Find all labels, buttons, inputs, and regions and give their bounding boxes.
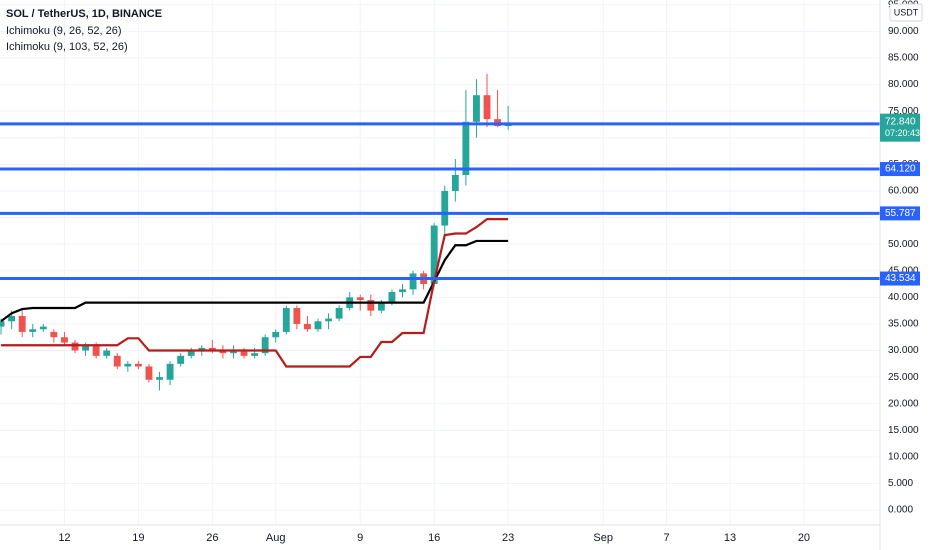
x-tick-label: 13 [724, 532, 736, 544]
indicator-line [0, 239, 509, 323]
y-tick-label: 60.000 [888, 186, 919, 197]
currency-box[interactable] [889, 3, 923, 22]
candle-body [208, 347, 216, 351]
candle-body [230, 351, 237, 354]
x-tick-label: 19 [132, 532, 144, 544]
y-tick-label: 20.000 [888, 398, 919, 409]
candle-body [430, 225, 438, 285]
y-tick-label: 45.000 [888, 265, 919, 276]
candle-body [113, 355, 121, 367]
level-label-box [880, 206, 920, 221]
candle-body [367, 300, 375, 311]
candle-body [71, 342, 79, 351]
x-tick-label: 9 [357, 532, 363, 544]
candle-body [219, 350, 227, 354]
level-label: 43.534 [885, 273, 916, 284]
indicator-label: Ichimoku (9, 103, 52, 26) [6, 41, 128, 53]
x-tick-label: 7 [664, 532, 670, 544]
candle-body [483, 95, 491, 120]
candle-body [409, 273, 417, 290]
candle-body [325, 318, 332, 322]
plot [0, 73, 880, 391]
candle-body [177, 355, 185, 364]
candle-body [61, 337, 68, 343]
candle-body [462, 121, 470, 175]
candle-body [441, 190, 449, 226]
level-label: 55.787 [885, 208, 916, 219]
y-tick-label: 50.000 [888, 239, 919, 250]
candle-body [314, 321, 322, 330]
candle-body [451, 175, 459, 191]
y-tick-label: 10.000 [888, 452, 919, 463]
y-tick-label: 80.000 [888, 79, 919, 90]
chart-title: SOL / TetherUS, 1D, BINANCE [6, 8, 162, 20]
candle-body [0, 321, 5, 327]
candle-body [103, 350, 111, 356]
x-tick-label: 23 [502, 532, 514, 544]
candle-body [187, 350, 195, 356]
y-tick-label: 40.000 [888, 292, 919, 303]
level-label-box [880, 162, 920, 177]
candle-body [145, 366, 153, 380]
candle-body [335, 307, 343, 319]
candle-body [388, 292, 396, 303]
candle-body [272, 331, 280, 338]
candle-body [39, 326, 47, 330]
candle-body [29, 329, 37, 332]
candle-body [198, 347, 206, 351]
y-tick-label: 35.000 [888, 319, 919, 330]
candle-body [251, 353, 259, 356]
level-label: 64.120 [885, 164, 916, 175]
candle-body [282, 307, 290, 332]
x-tick-label: 26 [206, 532, 218, 544]
candle-body [293, 307, 301, 324]
candle-body [166, 363, 174, 380]
candle-body [356, 297, 364, 300]
candle-body [261, 337, 269, 354]
candle-body [473, 95, 480, 122]
indicator-line [1, 218, 509, 368]
candle-body [8, 315, 16, 322]
candle-body [50, 331, 58, 338]
y-tick-label: 15.000 [888, 425, 919, 436]
candle-body [134, 363, 142, 367]
y-tick-label: 5.000 [888, 478, 913, 489]
y-tick-label: 85.000 [888, 53, 919, 64]
candle-body [399, 289, 406, 293]
y-tick-label: 30.000 [888, 345, 919, 356]
indicator-label: Ichimoku (9, 26, 52, 26) [6, 25, 122, 37]
candle-body [240, 351, 248, 356]
currency-label: USDT [894, 7, 919, 17]
candle-body [124, 363, 132, 367]
candle-body [156, 377, 163, 380]
countdown-label: 07:20:43 [885, 128, 920, 138]
x-tick-label: 16 [428, 532, 440, 544]
y-tick-label: 90.000 [888, 26, 919, 37]
candle-body [82, 345, 90, 351]
candle-body [303, 323, 311, 330]
axes: 0.000 5.000 10.000 15.000 20.000 25.000 30.000… [58, 0, 920, 544]
x-tick-label: 20 [798, 532, 810, 544]
y-tick-label: 0.000 [888, 505, 913, 516]
x-tick-label: Aug [266, 532, 286, 544]
last-price-box [880, 113, 920, 142]
candle-body [18, 315, 26, 332]
candle-body [377, 302, 385, 311]
y-tick-label: 25.000 [888, 372, 919, 383]
level-label-box [880, 271, 920, 286]
y-tick-label: 75.000 [888, 106, 919, 117]
last-price-label: 72.840 [885, 116, 916, 127]
x-tick-label: 12 [58, 532, 70, 544]
x-tick-label: Sep [593, 532, 613, 544]
candle-body [92, 345, 100, 356]
